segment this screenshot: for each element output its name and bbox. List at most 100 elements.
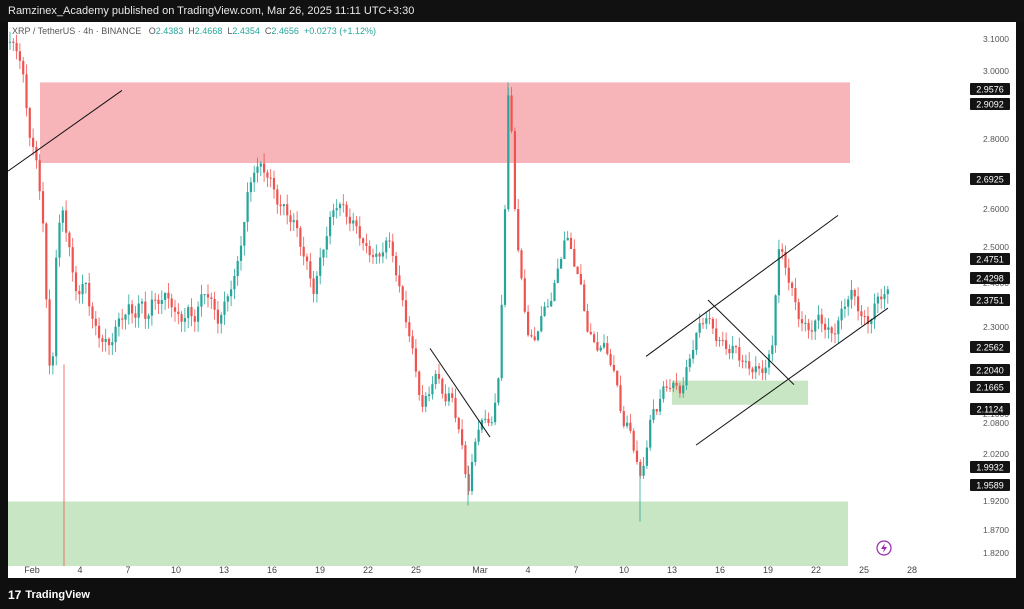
candle-body [315, 275, 318, 294]
change-value: +0.0273 (+1.12%) [303, 26, 377, 36]
tradingview-logo[interactable]: 17 TradingView [8, 588, 90, 602]
candle-body [649, 419, 652, 448]
price-chart[interactable]: 3.10003.00002.80002.60002.50002.40002.30… [8, 22, 1016, 578]
candle-body [771, 345, 774, 355]
candle-body [348, 216, 351, 224]
price-tag-label: 2.3751 [976, 296, 1004, 306]
x-tick-label: 25 [859, 565, 869, 575]
candle-body [365, 243, 368, 247]
candle-body [814, 320, 817, 332]
candle-body [289, 215, 292, 223]
candle-body [177, 311, 180, 315]
price-tag-label: 1.9932 [976, 463, 1004, 473]
candle-body [358, 226, 361, 239]
candle-body [253, 172, 256, 183]
candle-body [503, 209, 507, 305]
candle-body [711, 318, 714, 329]
candle-body [305, 256, 309, 262]
candle-body [731, 345, 734, 354]
price-tag-label: 2.1124 [977, 405, 1004, 415]
candle-body [843, 306, 846, 309]
candle-body [91, 306, 94, 319]
candle-body [154, 299, 157, 301]
candle-body [25, 74, 28, 109]
candle-body [216, 309, 219, 324]
x-tick-label: 22 [363, 565, 373, 575]
time-axis: Feb 4 7 10 13 16 19 22 25 Mar 4 7 10 13 16 19 22 25 28 [24, 565, 917, 575]
candle-body [127, 304, 130, 315]
candle-body [170, 298, 173, 308]
chart-panel[interactable]: 3.10003.00002.80002.60002.50002.40002.30… [8, 22, 1016, 578]
candle-body [797, 302, 800, 320]
candle-body [523, 278, 526, 312]
candle-body [263, 163, 266, 173]
candle-body [388, 240, 391, 242]
candle-body [573, 248, 576, 267]
candle-body [566, 237, 569, 241]
candle-body [451, 393, 454, 398]
candle-body [454, 397, 457, 419]
candle-body [484, 418, 487, 420]
candle-body [847, 299, 850, 307]
candle-body [104, 338, 107, 342]
candle-body [173, 307, 177, 312]
x-tick-label: 10 [171, 565, 181, 575]
candle-body [167, 292, 170, 299]
candle-body [35, 147, 38, 161]
y-tick-label: 2.5000 [983, 242, 1009, 252]
candle-body [282, 204, 285, 207]
candle-body [259, 163, 262, 167]
candle-body [230, 289, 233, 297]
candle-body [764, 367, 767, 374]
candle-body [193, 316, 196, 322]
candle-body [685, 367, 688, 386]
candle-body [408, 322, 411, 337]
high-label: H [188, 26, 195, 36]
candle-body [705, 318, 708, 324]
price-tag-bg [970, 364, 1010, 376]
candle-body [632, 430, 635, 451]
price-tag-label: 2.1665 [976, 383, 1004, 393]
candle-body [385, 240, 388, 253]
candles-layer [8, 31, 889, 566]
candle-body [520, 250, 523, 279]
candle-body [744, 361, 747, 363]
candle-body [870, 319, 873, 325]
close-label: C [264, 26, 272, 36]
candle-body [583, 284, 586, 312]
candle-body [187, 307, 190, 319]
candle-body [629, 422, 632, 431]
candle-body [734, 345, 738, 348]
trendlines-layer [8, 90, 889, 446]
publish-line: Ramzinex_Academy published on TradingVie… [8, 5, 415, 17]
price-tag-label: 2.9576 [976, 85, 1004, 95]
candle-body [447, 393, 450, 402]
candle-body [61, 210, 64, 223]
trendline-down-2 [707, 299, 795, 386]
candle-body [74, 272, 78, 292]
candle-body [243, 221, 246, 246]
y-tick-label: 2.8000 [983, 134, 1009, 144]
candle-body [342, 204, 345, 206]
candle-body [751, 368, 754, 373]
candle-body [98, 325, 101, 339]
candle-body [197, 306, 200, 322]
zones-layer [8, 82, 850, 566]
price-tag-bg [970, 341, 1010, 353]
candle-body [223, 301, 226, 315]
candle-body [602, 343, 606, 348]
candle-body [622, 411, 625, 427]
candle-body [68, 232, 71, 248]
candle-body [147, 315, 150, 319]
candle-body [335, 208, 338, 211]
candle-body [15, 42, 18, 52]
candle-body [635, 450, 639, 462]
candle-body [850, 289, 853, 300]
x-tick-label: 7 [573, 565, 578, 575]
candle-body [18, 51, 21, 61]
candle-body [510, 95, 513, 131]
open-label: O [148, 26, 156, 36]
x-tick-label: 22 [811, 565, 821, 575]
x-tick-label: 19 [315, 565, 325, 575]
candle-body [272, 177, 276, 190]
